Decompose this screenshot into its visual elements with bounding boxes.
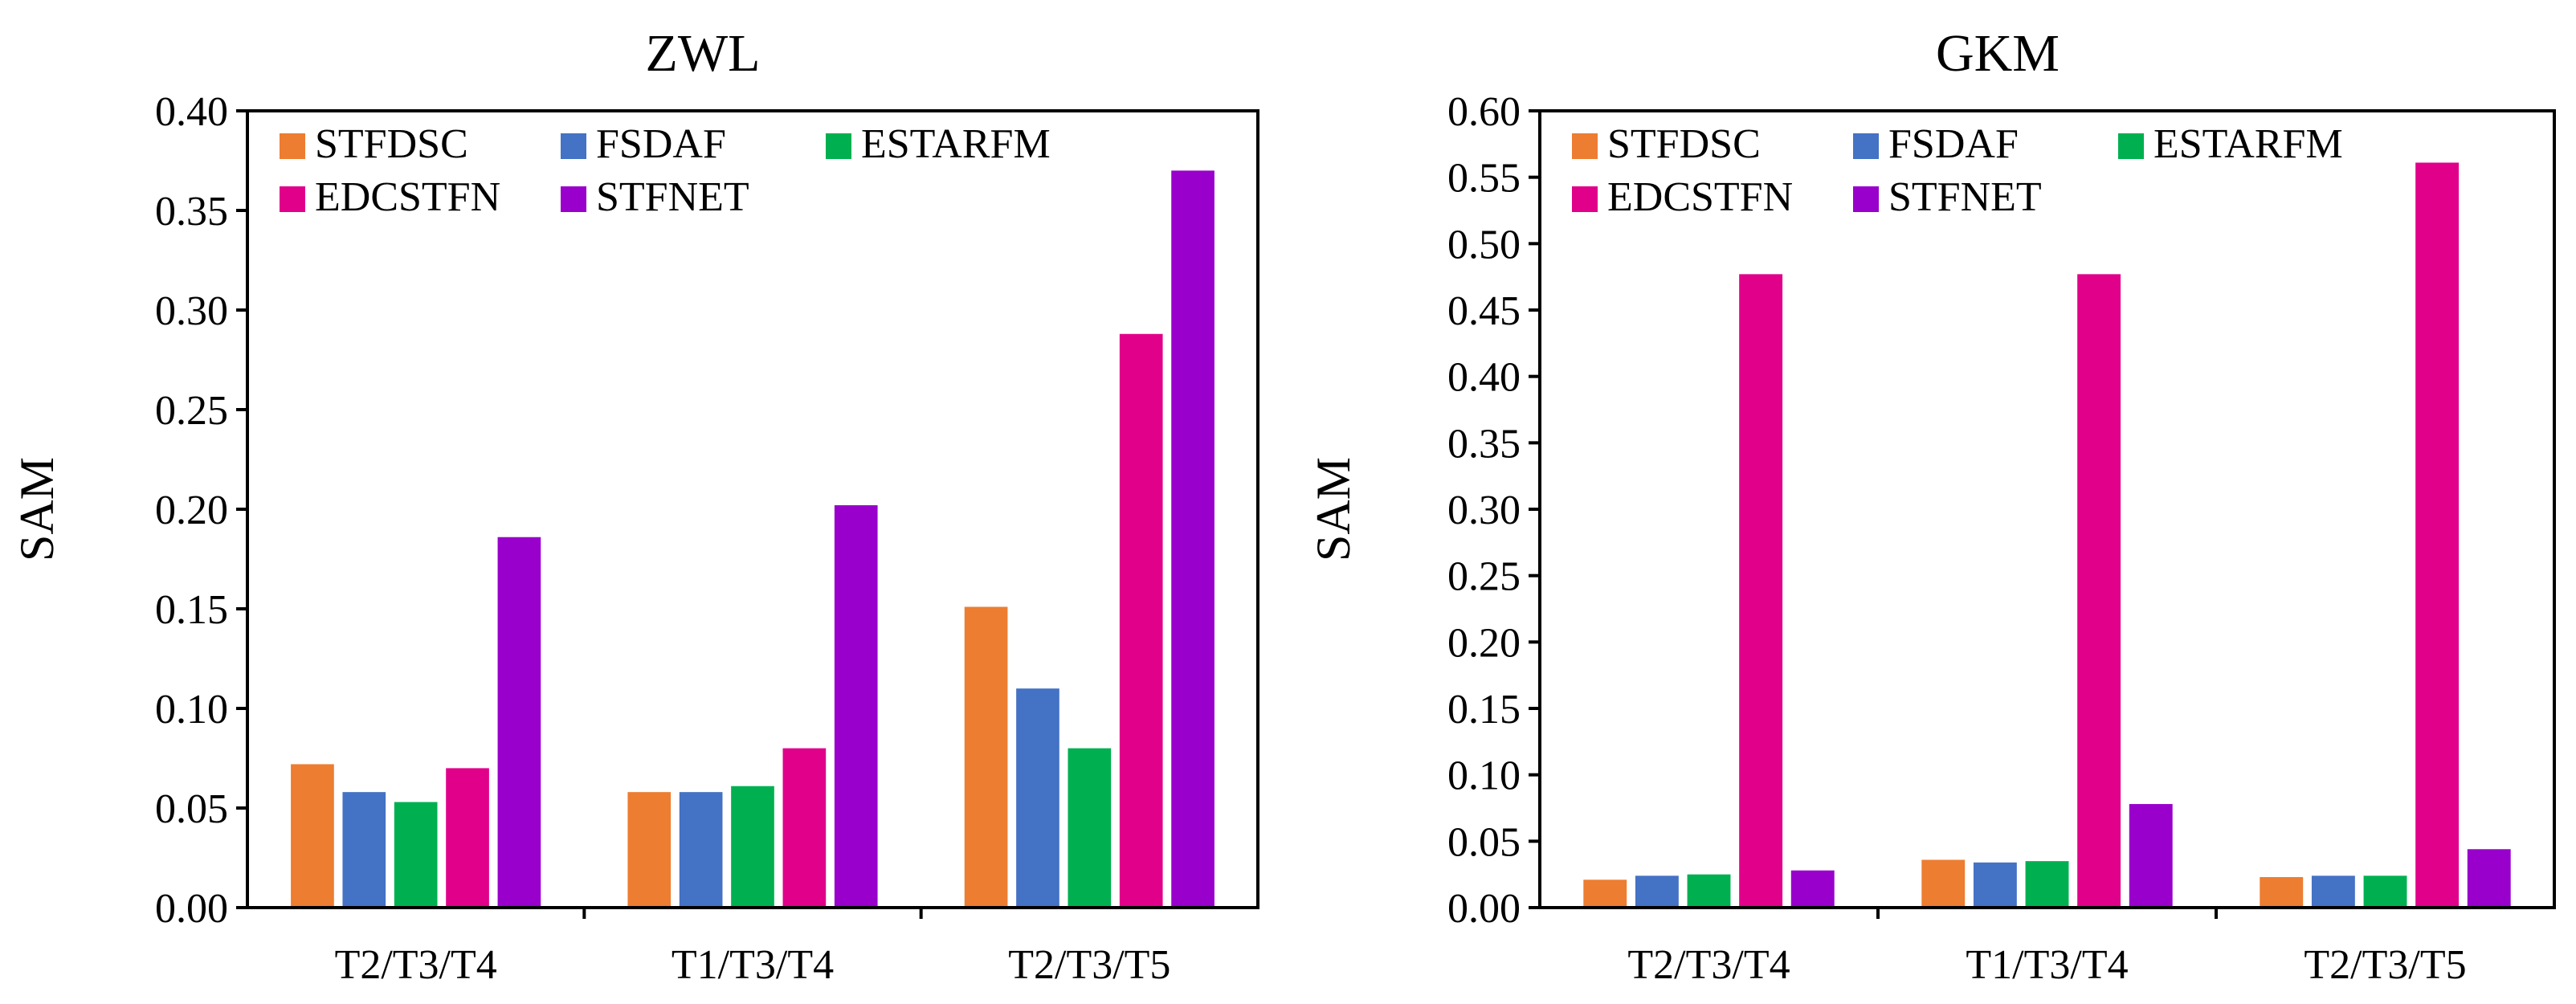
bar-edcstfn-2 [1119,333,1163,908]
legend-label: ESTARFM [861,121,1051,167]
legend-swatch-edcstfn [280,186,305,212]
y-tick-label: 0.25 [1447,554,1521,600]
legend-swatch-stfdsc [280,133,305,159]
bar-estarfm-0 [1687,874,1731,908]
legend-swatch-estarfm [826,133,851,159]
y-tick-label: 0.00 [155,886,228,932]
y-tick-label: 0.10 [1447,753,1521,799]
y-tick-label: 0.25 [155,388,228,434]
y-tick-label: 0.35 [1447,421,1521,467]
bar-stfdsc-2 [964,606,1008,908]
legend-swatch-fsdaf [1853,133,1879,159]
legend-label: EDCSTFN [315,174,500,220]
bar-estarfm-0 [394,802,438,908]
x-category-label: T2/T3/T5 [1008,942,1170,988]
bar-edcstfn-2 [2415,162,2460,908]
y-axis-label: SAM [1307,457,1360,561]
legend-label: FSDAF [596,121,726,167]
bar-fsdaf-2 [1016,688,1059,908]
y-axis-label: SAM [10,457,63,561]
bar-fsdaf-0 [342,792,386,908]
plot-frame [246,109,1259,909]
legend-label: FSDAF [1888,121,2019,167]
x-category-label: T2/T3/T4 [1627,942,1790,988]
chart-gkm: GKM SAM 0.00 0.05 0.10 0.15 0.20 0.25 0.30 0.35 0.… [1307,24,2556,988]
bar-edcstfn-1 [2077,274,2121,908]
bar-stfdsc-2 [2260,876,2304,908]
legend-swatch-fsdaf [561,133,586,159]
bar-estarfm-1 [731,786,774,908]
bar-stfnet-0 [497,537,541,908]
chart-zwl: ZWL SAM 0.00 0.05 0.10 0.15 0.20 0.25 0.30 0.35 0.… [10,24,1259,988]
bar-edcstfn-0 [446,768,489,908]
y-tick-label: 0.50 [1447,222,1521,267]
y-tick-label: 0.05 [155,786,228,832]
x-category-label: T2/T3/T4 [335,942,497,988]
legend-label: STFNET [1888,174,2042,220]
bar-stfnet-2 [1171,170,1215,908]
legend-swatch-edcstfn [1572,186,1598,212]
bar-edcstfn-0 [1739,274,1783,908]
bar-estarfm-2 [1068,748,1112,908]
y-tick-label: 0.55 [1447,156,1521,202]
bar-fsdaf-1 [679,792,723,908]
x-category-label: T1/T3/T4 [1966,942,2128,988]
legend-label: STFDSC [1607,121,1761,167]
bar-stfdsc-0 [1583,880,1627,908]
legend-label: EDCSTFN [1607,174,1793,220]
bar-stfdsc-1 [627,792,672,908]
legend-swatch-estarfm [2118,133,2144,159]
bar-fsdaf-0 [1635,875,1679,908]
y-tick-label: 0.30 [1447,488,1521,533]
y-tick-label: 0.30 [155,288,228,334]
y-tick-label: 0.15 [1447,687,1521,733]
bar-stfdsc-1 [1921,859,1966,908]
bar-stfnet-2 [2467,849,2511,908]
legend-swatch-stfnet [1853,186,1879,212]
y-tick-label: 0.10 [155,687,228,733]
bar-estarfm-1 [2025,861,2069,908]
bar-stfdsc-0 [291,764,334,908]
y-tick-label: 0.60 [1447,89,1521,135]
legend-label: STFDSC [315,121,468,167]
bar-stfnet-1 [834,505,878,908]
y-tick-label: 0.15 [155,587,228,633]
y-tick-label: 0.00 [1447,886,1521,932]
y-tick-label: 0.45 [1447,288,1521,334]
legend-swatch-stfnet [561,186,586,212]
bar-fsdaf-1 [1973,862,2017,908]
y-tick-label: 0.40 [1447,355,1521,401]
y-tick-label: 0.20 [1447,620,1521,666]
bar-estarfm-2 [2363,875,2407,908]
legend-label: STFNET [596,174,749,220]
x-category-label: T1/T3/T4 [672,942,834,988]
legend-swatch-stfdsc [1572,133,1598,159]
chart-title: GKM [1936,24,2060,83]
chart-title: ZWL [646,24,761,83]
y-tick-label: 0.35 [155,189,228,235]
bar-fsdaf-2 [2311,875,2355,908]
y-tick-label: 0.05 [1447,819,1521,865]
bar-stfnet-1 [2129,804,2173,908]
bar-stfnet-0 [1790,870,1835,908]
y-tick-label: 0.20 [155,488,228,533]
legend-label: ESTARFM [2153,121,2343,167]
plot-frame [1538,109,2556,909]
x-category-label: T2/T3/T5 [2304,942,2466,988]
bar-edcstfn-1 [782,748,827,908]
y-tick-label: 0.40 [155,89,228,135]
